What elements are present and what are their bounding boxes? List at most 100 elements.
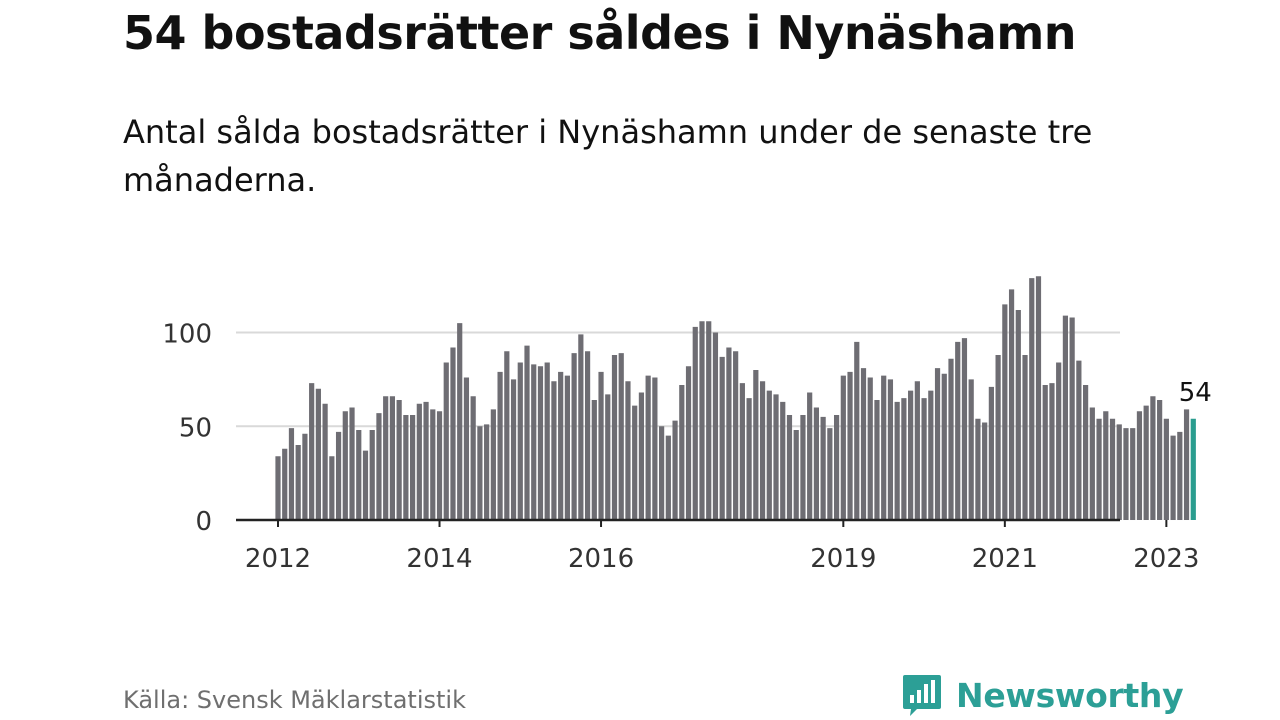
bar [914, 381, 920, 520]
latest-value-label: 54 [1179, 378, 1212, 408]
bar [1056, 362, 1062, 520]
bar [470, 396, 476, 520]
bar [356, 430, 362, 520]
grid-lines [236, 331, 1120, 428]
source-note: Källa: Svensk Mäklarstatistik [123, 686, 466, 714]
bar [1130, 428, 1136, 521]
bar [867, 377, 873, 520]
bar [1163, 418, 1169, 520]
bar [578, 334, 584, 521]
bar [1035, 276, 1042, 520]
bar [1029, 278, 1035, 521]
bar [376, 413, 382, 521]
bar [302, 433, 308, 520]
bar [1049, 383, 1055, 521]
bar [860, 368, 867, 521]
bar [457, 323, 463, 521]
chart-title: 54 bostadsrätter såldes i Nynäshamn [123, 6, 1077, 60]
bar [854, 341, 860, 521]
bar [383, 396, 389, 520]
bar [322, 403, 328, 520]
x-tick-label: 2019 [810, 544, 876, 574]
x-tick-label: 2014 [406, 544, 472, 574]
bar [793, 430, 799, 520]
bar [840, 375, 846, 521]
bar [632, 405, 638, 521]
bar [504, 351, 510, 520]
bar [813, 407, 819, 520]
y-tick-label: 100 [162, 320, 212, 350]
brand[interactable]: Newsworthy [902, 670, 1184, 720]
brand-name: Newsworthy [956, 675, 1184, 715]
bar [1103, 411, 1109, 520]
bar [510, 379, 517, 521]
bar [759, 381, 766, 520]
bar [309, 383, 315, 521]
x-tick-label: 2021 [972, 544, 1038, 574]
bar [1096, 418, 1102, 520]
x-tick-label: 2016 [568, 544, 634, 574]
bar [537, 366, 544, 520]
bar [645, 375, 651, 521]
bar [948, 358, 954, 520]
bar [571, 353, 577, 521]
bar [1177, 431, 1183, 521]
bar [901, 398, 907, 521]
bar [544, 362, 550, 520]
bar [652, 377, 658, 520]
bar [995, 355, 1001, 520]
bar [638, 392, 645, 520]
bar [349, 407, 355, 520]
bar [396, 400, 402, 520]
bar [827, 428, 833, 521]
bar [961, 338, 968, 521]
bar [611, 355, 618, 520]
bar [430, 409, 436, 521]
bar [315, 388, 321, 520]
bar [591, 400, 597, 520]
bar [941, 373, 947, 520]
bar [288, 428, 295, 521]
bar [1083, 385, 1089, 520]
bar [1170, 435, 1176, 521]
bar [874, 400, 880, 520]
bar [955, 341, 961, 521]
bar [1123, 428, 1129, 521]
bars [275, 276, 1196, 521]
bar [820, 416, 826, 521]
bar [692, 326, 698, 521]
bar [988, 386, 994, 521]
bar [1002, 304, 1008, 521]
bar [1089, 407, 1095, 520]
y-axis-ticks: 0 50 100 [162, 320, 212, 538]
bar [726, 347, 732, 520]
bar [665, 435, 671, 521]
bar [887, 379, 894, 521]
bar [416, 403, 422, 520]
bar [463, 377, 470, 520]
bar [746, 398, 752, 521]
bar [706, 321, 712, 520]
bar [1069, 317, 1075, 520]
bar [921, 398, 927, 521]
bar [982, 422, 988, 520]
bar [908, 390, 914, 521]
bar [968, 379, 974, 521]
bar [618, 353, 624, 521]
bar [1015, 310, 1021, 520]
bar [490, 409, 496, 521]
bar [484, 424, 490, 521]
bar [517, 362, 523, 520]
bar [753, 370, 759, 520]
bar [699, 321, 705, 520]
chart-subtitle: Antal sålda bostadsrätter i Nynäshamn un… [123, 113, 1093, 199]
bar [780, 401, 786, 521]
bar [558, 371, 564, 521]
bar [766, 390, 772, 521]
bar [1022, 355, 1028, 520]
bar [807, 392, 813, 520]
bar [847, 371, 853, 521]
bar [423, 401, 429, 521]
bar [773, 394, 779, 521]
